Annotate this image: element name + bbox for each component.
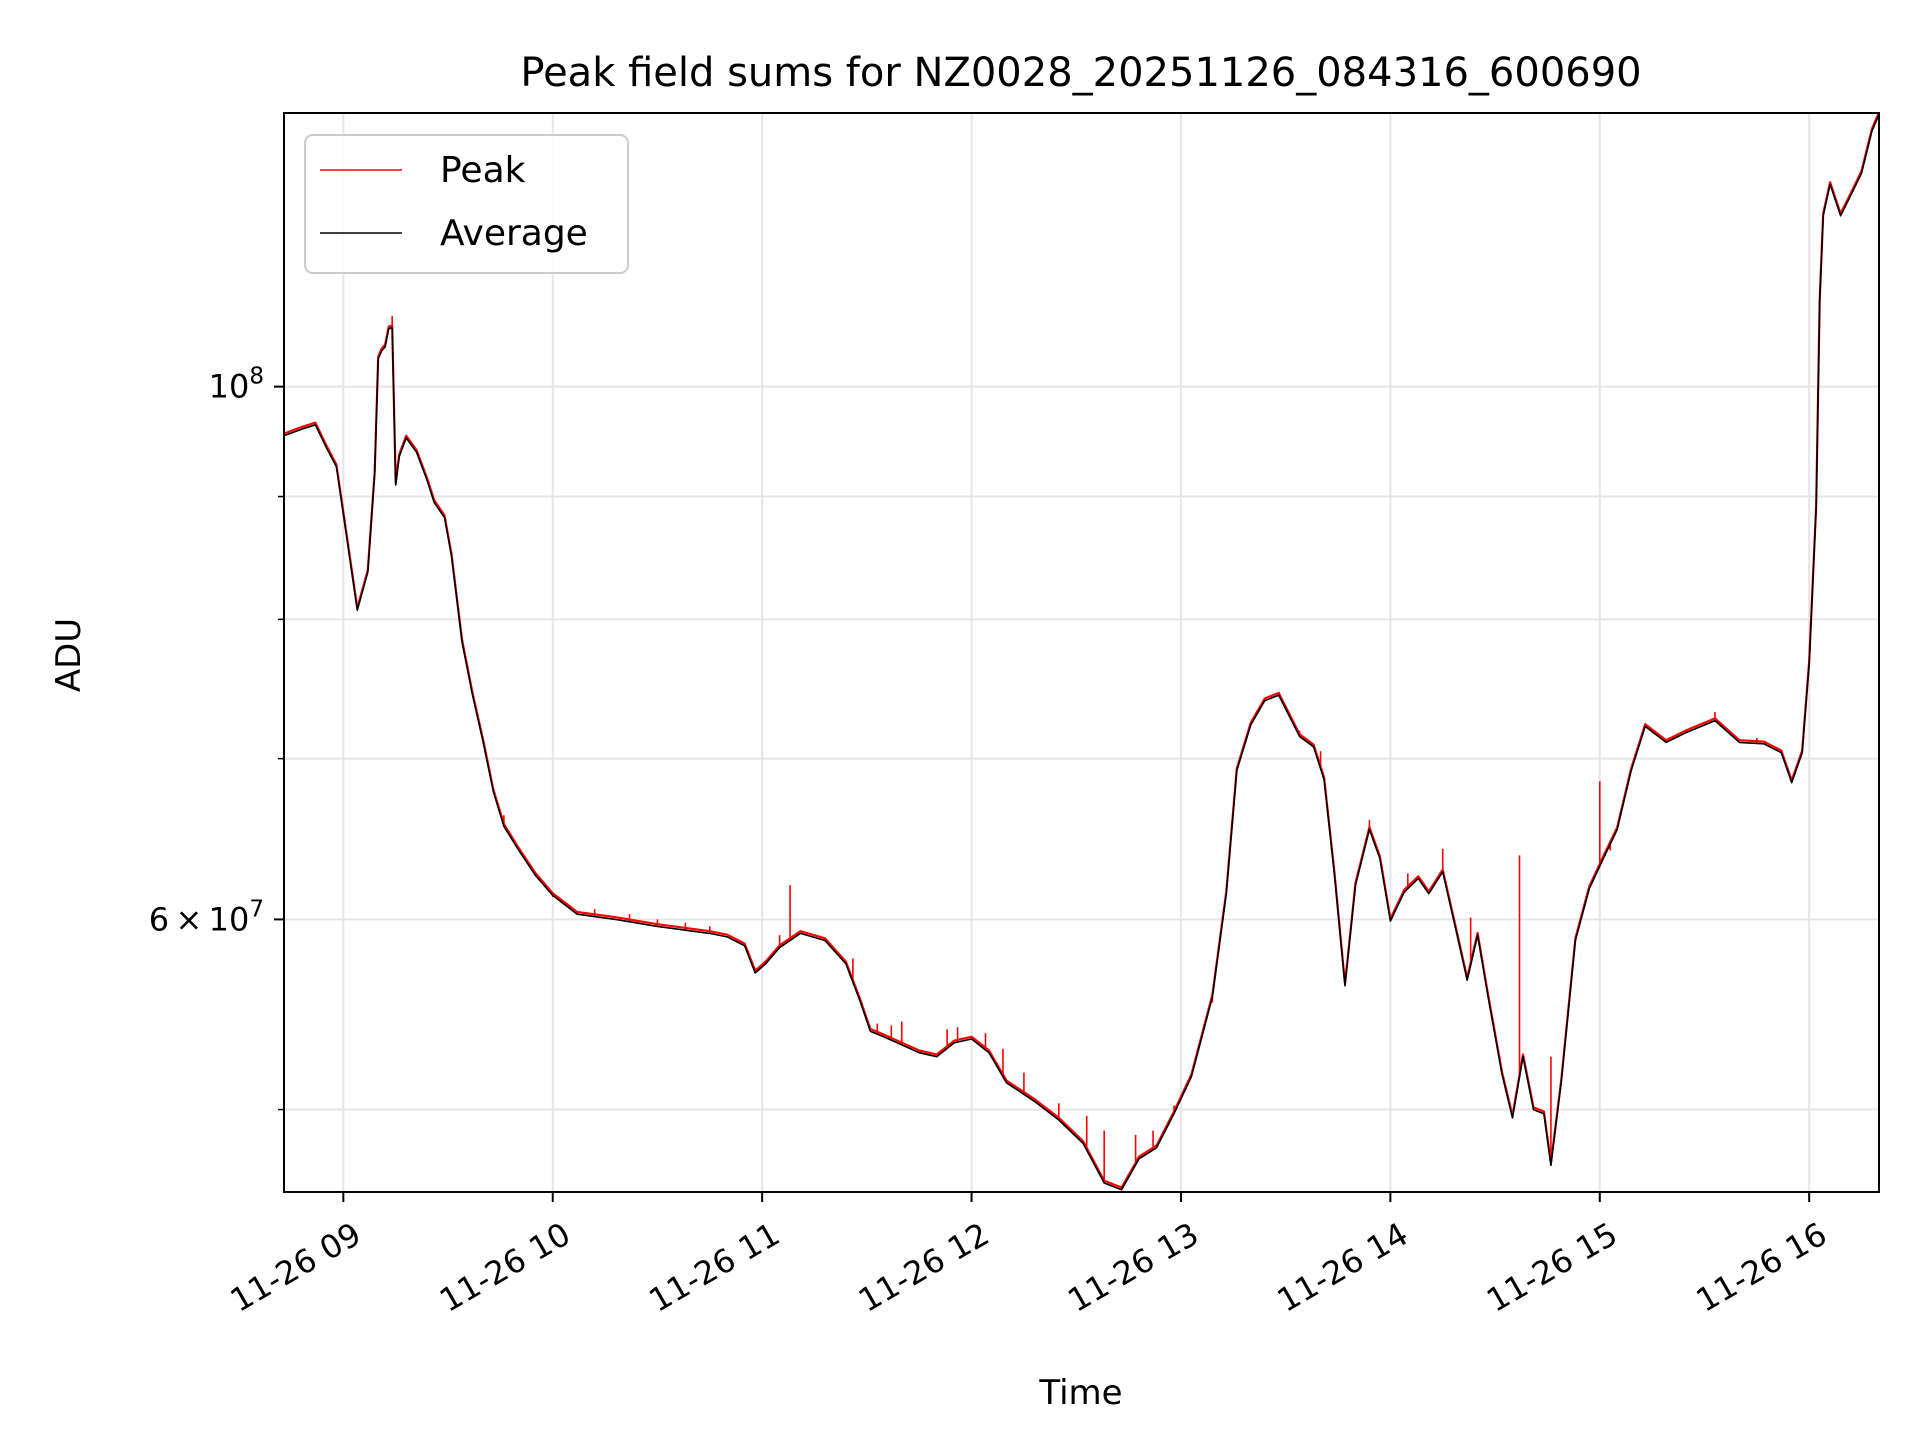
legend-label-peak: Peak bbox=[440, 150, 526, 191]
legend: Peak Average bbox=[304, 134, 629, 274]
chart-title: Peak field sums for NZ0028_20251126_0843… bbox=[520, 50, 1641, 96]
series-line-average bbox=[283, 114, 1880, 1191]
y-tick-label: 6 × 107 bbox=[149, 896, 264, 938]
series-lines bbox=[283, 111, 1881, 1191]
grid-lines bbox=[284, 113, 1879, 1192]
plot-frame bbox=[283, 112, 1880, 1193]
legend-label-average: Average bbox=[440, 213, 588, 254]
y-axis-title: ADU bbox=[49, 618, 89, 692]
y-tick-label: 108 bbox=[209, 364, 264, 406]
x-axis-title: Time bbox=[1038, 1373, 1122, 1413]
